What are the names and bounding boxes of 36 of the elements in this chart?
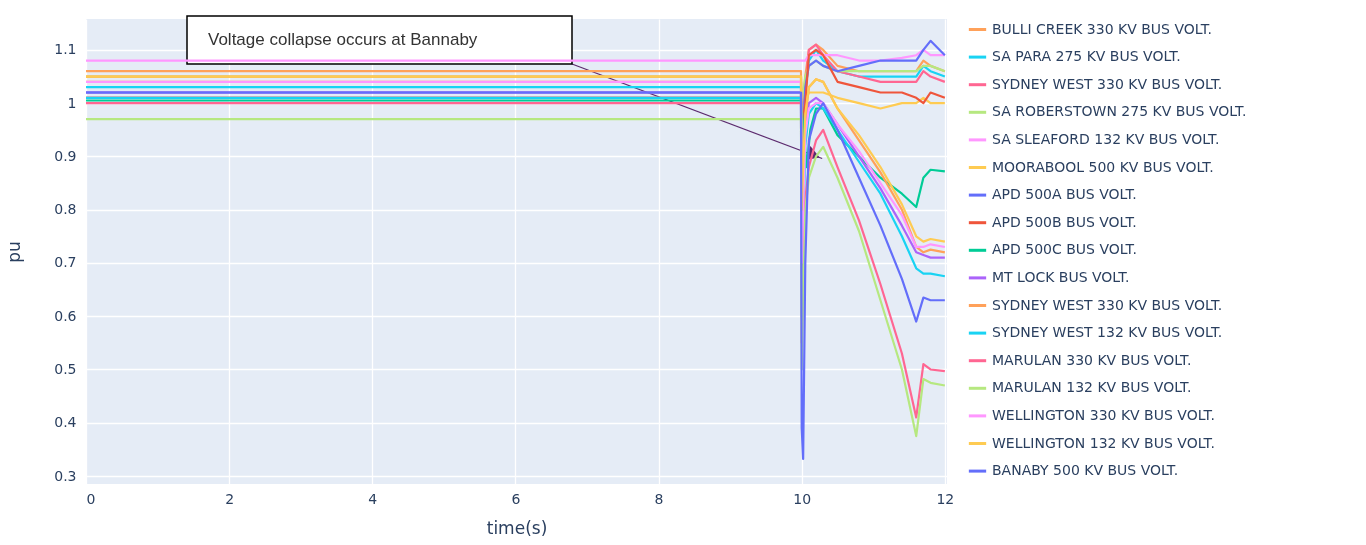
legend-label: APD 500A BUS VOLT.	[992, 186, 1137, 203]
annotation: Voltage collapse occurs at Bannaby	[208, 30, 478, 49]
legend-label: SA ROBERSTOWN 275 KV BUS VOLT.	[992, 103, 1247, 120]
legend-label: APD 500B BUS VOLT.	[992, 213, 1137, 230]
y-tick-label: 0.3	[54, 467, 77, 484]
legend-label: SYDNEY WEST 330 KV BUS VOLT.	[992, 296, 1223, 313]
legend-label: MARULAN 132 KV BUS VOLT.	[992, 379, 1192, 396]
y-tick-label: 0.5	[54, 360, 77, 377]
y-tick-label: 0.7	[54, 254, 77, 271]
legend-label: SYDNEY WEST 330 KV BUS VOLT.	[992, 75, 1223, 92]
legend-label: SA PARA 275 KV BUS VOLT.	[992, 48, 1181, 65]
y-tick-label: 0.6	[54, 307, 77, 324]
y-tick-label: 1	[67, 94, 77, 111]
x-tick-label: 4	[368, 490, 378, 507]
x-tick-label: 8	[654, 490, 664, 507]
legend-label: BANABY 500 KV BUS VOLT.	[992, 462, 1179, 479]
x-tick-label: 0	[86, 490, 96, 507]
legend-label: WELLINGTON 132 KV BUS VOLT.	[992, 434, 1215, 451]
legend-label: MT LOCK BUS VOLT.	[992, 268, 1130, 285]
legend-label: BULLI CREEK 330 KV BUS VOLT.	[992, 20, 1212, 37]
x-axis-title: time(s)	[486, 517, 548, 538]
legend-label: SYDNEY WEST 132 KV BUS VOLT.	[992, 324, 1223, 341]
y-axis-title: pu	[4, 241, 25, 263]
legend-label: MOORABOOL 500 KV BUS VOLT.	[992, 158, 1214, 175]
legend-label: WELLINGTON 330 KV BUS VOLT.	[992, 406, 1215, 423]
y-tick-label: 0.4	[54, 414, 77, 431]
y-tick-label: 1.1	[54, 41, 77, 58]
x-tick-label: 6	[511, 490, 521, 507]
y-tick-label: 0.9	[54, 147, 77, 164]
legend-label: APD 500C BUS VOLT.	[992, 241, 1137, 258]
x-tick-label: 10	[793, 490, 812, 507]
legend-label: MARULAN 330 KV BUS VOLT.	[992, 351, 1192, 368]
x-tick-label: 12	[936, 490, 955, 507]
x-tick-label: 2	[225, 490, 235, 507]
y-tick-label: 0.8	[54, 201, 77, 218]
legend-label: SA SLEAFORD 132 KV BUS VOLT.	[992, 130, 1220, 147]
